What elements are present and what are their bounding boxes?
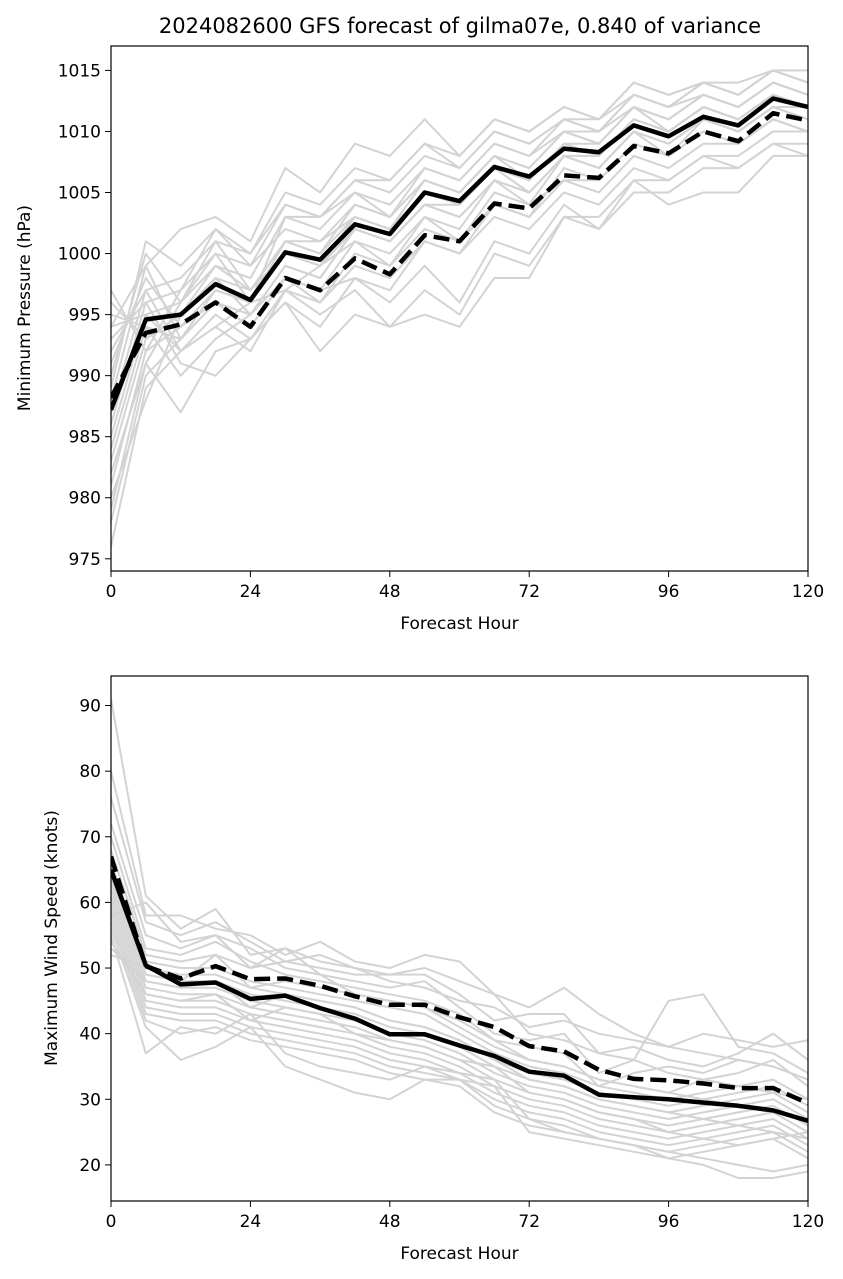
pressure-x-tick-label: 48 bbox=[379, 582, 401, 602]
wind-member-line-1 bbox=[111, 770, 808, 1048]
wind-y-tick-label: 20 bbox=[79, 1156, 101, 1176]
pressure-member-line-17 bbox=[111, 106, 808, 340]
pressure-y-tick-label: 995 bbox=[69, 306, 101, 326]
wind-x-tick-label: 0 bbox=[106, 1212, 117, 1232]
pressure-member-line-13 bbox=[111, 118, 808, 353]
pressure-y-tick-label: 980 bbox=[69, 489, 101, 509]
wind-y-tick-label: 50 bbox=[79, 959, 101, 979]
chart-title: 2024082600 GFS forecast of gilma07e, 0.8… bbox=[159, 14, 761, 38]
wind-member-line-3 bbox=[111, 823, 808, 1074]
wind-solid-series-line bbox=[111, 868, 808, 1124]
pressure-x-tick-label: 24 bbox=[240, 582, 262, 602]
wind-panel: 0 24 48 72 96 120 20 30 40 50 60 70 80 90 Forecast H… bbox=[42, 675, 824, 1264]
wind-member-line-17 bbox=[111, 934, 808, 1173]
wind-member-line-6 bbox=[111, 862, 808, 1101]
pressure-dashed-series-line bbox=[111, 110, 808, 399]
pressure-member-line-7 bbox=[111, 69, 808, 425]
pressure-y-tick-label: 985 bbox=[69, 428, 101, 448]
pressure-member-line-11 bbox=[111, 93, 808, 376]
wind-dashed-series-line bbox=[111, 855, 808, 1106]
pressure-axes-frame bbox=[110, 45, 809, 572]
pressure-member-line-14 bbox=[111, 142, 808, 377]
wind-member-line-2 bbox=[111, 797, 808, 1068]
pressure-y-ticks: 975 980 985 990 995 1000 1005 1010 1015 bbox=[58, 61, 111, 570]
wind-x-ticks: 0 24 48 72 96 120 bbox=[106, 1201, 824, 1232]
pressure-x-tick-label: 96 bbox=[658, 582, 680, 602]
pressure-x-tick-label: 0 bbox=[106, 582, 117, 602]
wind-highlight-series bbox=[111, 855, 808, 1124]
wind-y-tick-label: 80 bbox=[79, 762, 101, 782]
wind-y-axis-label: Maximum Wind Speed (knots) bbox=[42, 810, 62, 1066]
pressure-member-line-0 bbox=[111, 118, 808, 547]
wind-member-line-18 bbox=[111, 941, 808, 1147]
pressure-y-tick-label: 1000 bbox=[58, 245, 101, 265]
wind-y-tick-label: 90 bbox=[79, 697, 101, 717]
pressure-y-tick-label: 1005 bbox=[58, 184, 101, 204]
pressure-y-tick-label: 1015 bbox=[58, 61, 101, 81]
wind-member-line-21 bbox=[111, 901, 808, 1101]
pressure-panel: 0 24 48 72 96 120 975 980 985 990 995 1000 1005 1010… bbox=[15, 45, 824, 634]
wind-axes-frame bbox=[110, 675, 809, 1202]
wind-member-line-5 bbox=[111, 849, 808, 1094]
pressure-x-tick-label: 72 bbox=[518, 582, 540, 602]
wind-x-tick-label: 24 bbox=[240, 1212, 262, 1232]
wind-member-line-11 bbox=[111, 895, 808, 1134]
wind-ensemble-members bbox=[111, 698, 808, 1179]
pressure-member-line-12 bbox=[111, 106, 808, 364]
wind-x-tick-label: 72 bbox=[518, 1212, 540, 1232]
pressure-ensemble-members bbox=[111, 69, 808, 547]
wind-x-axis-label: Forecast Hour bbox=[400, 1244, 518, 1264]
wind-x-tick-label: 120 bbox=[792, 1212, 824, 1232]
wind-member-line-15 bbox=[111, 921, 808, 1160]
wind-y-tick-label: 60 bbox=[79, 893, 101, 913]
pressure-member-line-15 bbox=[111, 154, 808, 353]
pressure-member-line-4 bbox=[111, 81, 808, 462]
wind-y-ticks: 20 30 40 50 60 70 80 90 bbox=[79, 697, 111, 1176]
wind-y-tick-label: 40 bbox=[79, 1025, 101, 1045]
pressure-x-tick-label: 120 bbox=[792, 582, 824, 602]
wind-x-tick-label: 96 bbox=[658, 1212, 680, 1232]
pressure-highlight-series bbox=[111, 96, 808, 411]
wind-member-line-20 bbox=[111, 953, 808, 1120]
wind-member-line-9 bbox=[111, 882, 808, 1120]
pressure-y-axis-label: Minimum Pressure (hPa) bbox=[15, 205, 35, 411]
wind-member-line-0 bbox=[111, 698, 808, 1081]
pressure-x-axis-label: Forecast Hour bbox=[400, 614, 518, 634]
pressure-y-tick-label: 1010 bbox=[58, 122, 101, 142]
pressure-member-line-10 bbox=[111, 81, 808, 389]
pressure-member-line-20 bbox=[111, 81, 808, 474]
pressure-member-line-2 bbox=[111, 130, 808, 511]
wind-y-tick-label: 30 bbox=[79, 1090, 101, 1110]
wind-y-tick-label: 70 bbox=[79, 828, 101, 848]
wind-member-line-16 bbox=[111, 928, 808, 1179]
wind-member-line-4 bbox=[111, 836, 808, 1088]
pressure-x-ticks: 0 24 48 72 96 120 bbox=[106, 571, 824, 602]
pressure-solid-series-line bbox=[111, 96, 808, 411]
pressure-y-tick-label: 975 bbox=[69, 550, 101, 570]
pressure-y-tick-label: 990 bbox=[69, 367, 101, 387]
pressure-member-line-9 bbox=[111, 69, 808, 401]
wind-x-tick-label: 48 bbox=[379, 1212, 401, 1232]
